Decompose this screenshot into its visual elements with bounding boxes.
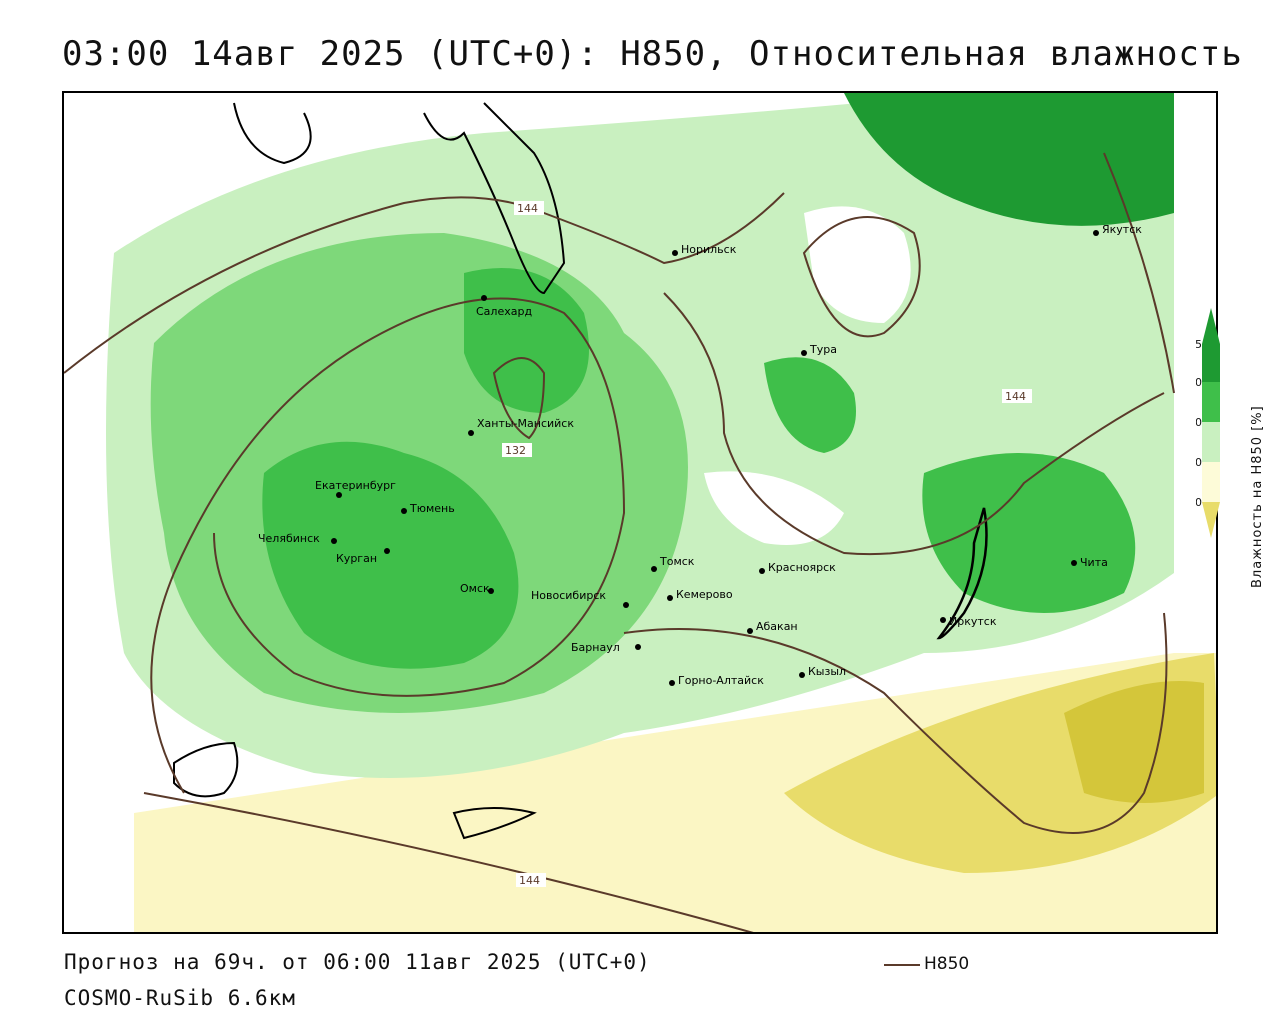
contour-label: 144 [517,202,538,215]
city-dot [669,680,675,686]
contour-south-east [623,612,1168,834]
city-irkutsk[interactable]: Иркутск [949,615,997,628]
dry-patch-north [804,206,911,323]
city-gorno-altaysk[interactable]: Горно-Алтайск [678,674,764,687]
legend-label: H850 [924,954,970,974]
city-kemerovo[interactable]: Кемерово [676,588,733,601]
dry-patch-central [704,471,844,545]
contour-ring-outer [150,297,626,794]
colorbar-tick-80: 80 [1196,376,1202,389]
map-panel[interactable]: 144 144 132 144 Якутск Норильск Салехард… [62,91,1218,934]
colorbar-swatch [1202,462,1220,502]
city-dot [801,350,807,356]
colorbar-bottom-arrow [1202,502,1220,538]
city-dot [468,430,474,436]
city-dot [940,617,946,623]
colorbar: 95 80 60 40 20 [1196,308,1220,538]
city-novosibirsk[interactable]: Новосибирск [531,589,606,602]
forecast-info: Прогноз на 69ч. от 06:00 11авг 2025 (UTC… [64,950,651,974]
city-dot [747,628,753,634]
contour-132 [492,357,546,440]
colorbar-top-arrow [1202,308,1220,344]
moist-zone-peak-north [844,93,1174,226]
colorbar-tick-40: 40 [1196,456,1202,469]
moist-zone-high-west [262,441,519,669]
city-norilsk[interactable]: Норильск [681,243,737,256]
city-dot [667,595,673,601]
humidity-map: 144 144 132 144 Якутск Норильск Салехард… [64,93,1216,932]
city-tomsk[interactable]: Томск [659,555,695,568]
city-dot [672,250,678,256]
city-kurgan[interactable]: Курган [336,552,377,565]
city-tura[interactable]: Тура [809,343,837,356]
coastline-west [233,102,312,165]
moist-zone-high-east [922,453,1136,613]
moist-zone-high-tura [764,357,856,453]
contour-labels: 144 144 132 144 [502,201,1032,887]
contour-144-loop [802,216,921,338]
colorbar-tick-60: 60 [1196,416,1202,429]
city-dot [336,492,342,498]
city-chita[interactable]: Чита [1080,556,1108,569]
contour-label: 144 [1005,390,1026,403]
city-ekaterinburg[interactable]: Екатеринбург [315,479,396,492]
city-abakan[interactable]: Абакан [756,620,798,633]
colorbar-swatch [1202,382,1220,422]
colorbar-tick-20: 20 [1196,496,1202,509]
city-chelyabinsk[interactable]: Челябинск [258,532,320,545]
legend-line-swatch [884,964,920,966]
contour-east-edge [1103,152,1175,394]
contour-144-east [663,292,1165,556]
city-dot [384,548,390,554]
colorbar-tick-95: 95 [1196,338,1202,351]
dry-zone-darkest [1064,681,1204,803]
city-dot [1071,560,1077,566]
city-krasnoyarsk[interactable]: Красноярск [768,561,836,574]
lake-caspian [173,741,239,798]
contour-144-north [64,192,785,374]
lake-baikal [936,507,988,640]
city-khanty-mansiysk[interactable]: Ханты-Мансийск [477,417,574,430]
colorbar-swatch [1202,344,1220,382]
city-omsk[interactable]: Омск [460,582,490,595]
city-dot [635,644,641,650]
colorbar-swatch [1202,422,1220,462]
city-kyzyl[interactable]: Кызыл [808,665,846,678]
city-dot [623,602,629,608]
contour-label: 144 [519,874,540,887]
city-markers: Якутск Норильск Салехард Тура Ханты-Манс… [258,223,1142,687]
colorbar-label: Влажность на H850 [%] [1250,405,1265,588]
h850-contours [64,152,1175,932]
map-title: 03:00 14авг 2025 (UTC+0): H850, Относите… [62,34,1243,74]
city-salekhard[interactable]: Салехард [476,305,532,318]
city-dot [488,588,494,594]
city-dot [799,672,805,678]
city-dot [759,568,765,574]
city-dot [1093,230,1099,236]
coastline-yamal [423,102,566,295]
city-dot [651,566,657,572]
city-barnaul[interactable]: Барнаул [571,641,620,654]
city-tyumen[interactable]: Тюмень [409,502,455,515]
model-info: COSMO-RuSib 6.6км [64,986,296,1010]
city-dot [331,538,337,544]
city-dot [401,508,407,514]
city-yakutsk[interactable]: Якутск [1102,223,1142,236]
contour-label: 132 [505,444,526,457]
lake-balkhash [452,807,537,840]
city-dot [481,295,487,301]
